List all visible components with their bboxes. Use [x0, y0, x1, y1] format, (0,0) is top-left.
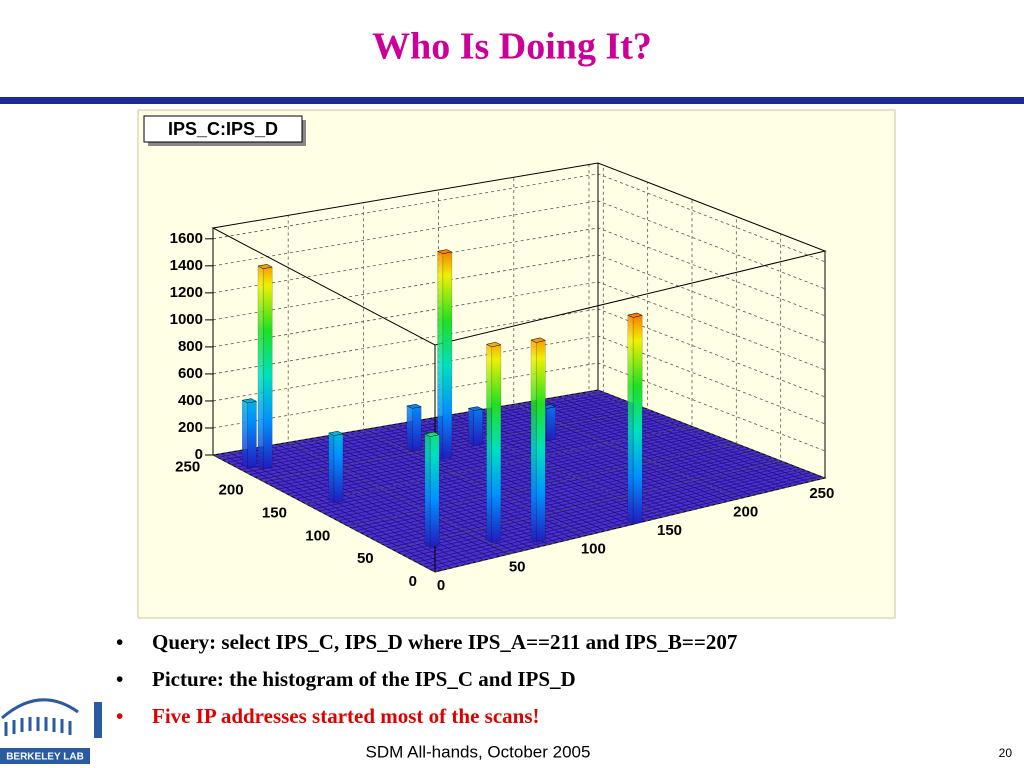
bar — [436, 249, 453, 460]
z-tick-label: 1200 — [170, 284, 203, 301]
bullet: Picture: the histogram of the IPS_C and … — [152, 667, 576, 691]
floor-mesh — [581, 392, 809, 483]
bar-face — [247, 401, 257, 469]
z-tick-label: 1600 — [170, 230, 203, 247]
y-tick-label: 100 — [305, 527, 330, 544]
bar-top — [327, 430, 344, 436]
bar-top — [530, 337, 547, 343]
bar-face — [411, 406, 422, 452]
bar-top — [485, 341, 502, 348]
box-edge — [211, 162, 827, 346]
bar — [627, 312, 643, 525]
bar-face — [328, 432, 335, 504]
grid-line — [362, 202, 588, 536]
bar-face — [333, 433, 344, 504]
logo-text: BERKELEY LAB — [6, 752, 84, 763]
bar-top — [467, 406, 484, 411]
chart-title-box — [143, 115, 303, 143]
bar-face — [468, 407, 474, 447]
grid-line — [218, 165, 604, 459]
slide-title: Who Is Doing It? — [372, 26, 652, 68]
footer: SDM All-hands, October 2005 — [366, 742, 591, 761]
bullet-mark: • — [116, 704, 123, 728]
logo: BERKELEY LAB — [0, 698, 102, 764]
grid-line — [348, 216, 737, 527]
z-tick-label: 600 — [178, 365, 203, 382]
floor-mesh — [557, 396, 785, 489]
bar-face — [530, 339, 537, 543]
bar-face — [486, 343, 493, 544]
logo-columns — [4, 717, 72, 736]
bar-face — [546, 406, 556, 442]
bar-face — [406, 405, 413, 453]
x-tick-label: 0 — [437, 577, 445, 594]
x-tick-label: 100 — [581, 540, 606, 557]
x-tick-label: 50 — [509, 559, 526, 576]
bullet: Five IP addresses started most of the sc… — [152, 704, 540, 728]
z-tick-label: 1000 — [170, 311, 203, 328]
bar-face — [627, 314, 634, 525]
bar-face — [424, 433, 431, 548]
bar-top — [406, 403, 422, 409]
y-tick-label: 0 — [409, 573, 417, 590]
x-tick-label: 250 — [809, 485, 834, 502]
bar-face — [437, 250, 444, 460]
bar-face — [491, 344, 502, 544]
bar — [424, 431, 440, 548]
floor-mesh — [549, 397, 777, 491]
bar-face — [632, 315, 643, 525]
y-tick-label: 150 — [262, 504, 287, 521]
grid-line — [261, 182, 649, 481]
page-number: 20 — [999, 746, 1013, 760]
bar — [241, 398, 258, 469]
bar-face — [535, 340, 546, 543]
grid-line — [513, 177, 740, 499]
grid-line — [391, 233, 782, 550]
floor-mesh — [565, 395, 793, 487]
chart-title: IPS_C:IPS_D — [168, 119, 278, 139]
y-tick-label: 50 — [357, 550, 374, 567]
bar-face — [262, 266, 273, 469]
x-tick-label: 200 — [733, 504, 758, 521]
bar — [467, 406, 484, 447]
z-tick-label: 200 — [178, 419, 203, 436]
z-tick-label: 800 — [178, 338, 203, 355]
title-rule — [0, 97, 1024, 104]
bar-top — [436, 249, 453, 254]
bar — [485, 341, 502, 544]
bar-top — [241, 398, 258, 404]
z-tick-label: 400 — [178, 392, 203, 409]
bar-face — [442, 251, 453, 460]
floor-mesh — [541, 399, 769, 493]
bar-top — [424, 431, 440, 437]
bullet: Query: select IPS_C, IPS_D where IPS_A==… — [152, 630, 737, 654]
bar-top — [257, 264, 273, 269]
floor-mesh — [573, 393, 801, 485]
logo-tower — [94, 702, 102, 738]
bar-top — [627, 312, 643, 318]
logo-band — [0, 748, 90, 764]
bar — [257, 264, 273, 470]
chart: 0200400600800100012001400160005010015020… — [170, 162, 834, 594]
z-tick-label: 1400 — [170, 257, 203, 274]
bar-face — [473, 408, 483, 447]
y-tick-label: 200 — [219, 482, 244, 499]
bar-face — [257, 265, 264, 470]
z-tick-label: 0 — [195, 446, 203, 463]
x-tick-label: 150 — [657, 522, 682, 539]
bar — [530, 337, 547, 543]
bar-face — [429, 434, 440, 548]
bar-face — [241, 399, 248, 469]
bar — [327, 430, 344, 504]
bar — [406, 403, 422, 453]
y-tick-label: 250 — [175, 459, 200, 476]
logo-arc — [1, 698, 79, 720]
bullet-mark: • — [116, 667, 123, 691]
bullet-mark: • — [116, 630, 123, 654]
